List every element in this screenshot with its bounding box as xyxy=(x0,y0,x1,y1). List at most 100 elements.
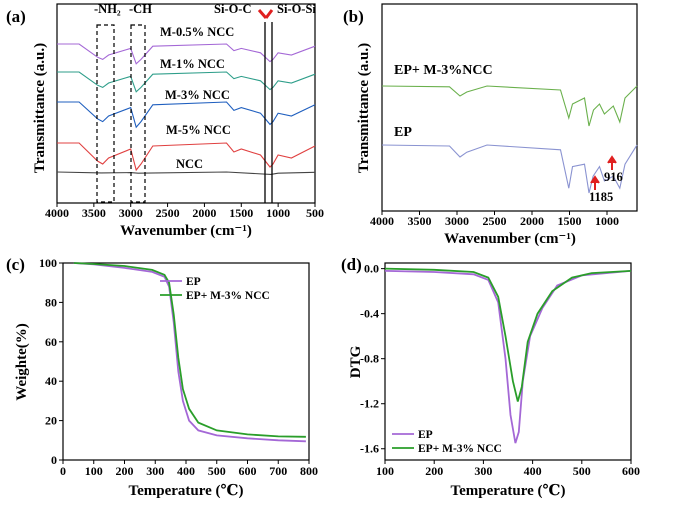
tick-label-b: 1500 xyxy=(558,214,582,228)
legend-entry: EP+ M-3% NCC xyxy=(186,290,270,302)
y-tick-label: -0.4 xyxy=(360,307,379,321)
annotation-1185: 1185 xyxy=(589,190,613,204)
series-line-c-series-0 xyxy=(73,262,306,443)
panel-a-label: (a) xyxy=(6,7,26,26)
legend-entry: EP xyxy=(418,429,433,441)
tick-label-b: 3500 xyxy=(408,214,432,228)
tick-label-a: 4000 xyxy=(45,206,69,220)
series-line-a-2 xyxy=(57,101,316,129)
series-label-b-1: EP xyxy=(394,125,412,140)
tick-label-a: 500 xyxy=(306,206,324,220)
annotation-nh2: -NH₂ xyxy=(94,2,121,16)
series-line-a-1 xyxy=(57,71,316,93)
series-line-a-0 xyxy=(57,43,316,65)
legend-entry: EP xyxy=(186,276,201,288)
series-line-b-0 xyxy=(381,85,638,127)
series-line-c-series-1 xyxy=(73,262,306,438)
series-line-d-series-1 xyxy=(384,267,632,402)
x-tick-label: 300 xyxy=(474,464,492,478)
annotation-si-o-c: Si-O-C xyxy=(214,2,252,16)
panel-b-series-labels: EP+ M-3%NCC EP xyxy=(394,63,493,140)
y-tick-label: 40 xyxy=(45,374,57,388)
tick-label-b: 1000 xyxy=(595,214,619,228)
series-line-b-1 xyxy=(381,144,638,194)
series-label-a-0: M-0.5% NCC xyxy=(160,25,234,39)
panel-d-ticks: 100 200 300 400 500 600 0.0 -0.4 -0.8 -1.2 -1.6 xyxy=(360,262,640,478)
tick-label-a: 3000 xyxy=(119,206,143,220)
panel-c-series-group xyxy=(73,262,306,443)
x-tick-label: 0 xyxy=(60,464,66,478)
panel-b: (b) 4000 3500 3000 2500 2000 1500 1000 EP+ M-3… xyxy=(343,3,638,247)
x-tick-label: 500 xyxy=(208,464,226,478)
series-line-a-3 xyxy=(57,142,316,172)
tick-label-a: 1000 xyxy=(266,206,290,220)
panel-d-series-group xyxy=(384,267,632,444)
panel-d: (d) 100 200 300 400 500 600 0.0 -0.4 -0.8 -1.2 -1.… xyxy=(341,255,640,499)
series-label-a-1: M-1% NCC xyxy=(160,57,225,71)
y-tick-label: -1.2 xyxy=(360,397,379,411)
panel-b-frame xyxy=(381,3,638,212)
x-tick-label: 200 xyxy=(425,464,443,478)
series-line-d-series-0 xyxy=(384,270,632,444)
panel-d-xlabel: Temperature (℃) xyxy=(450,483,565,499)
arrow-1185-icon xyxy=(590,175,600,190)
x-tick-label: 400 xyxy=(524,464,542,478)
tick-label-a: 3500 xyxy=(82,206,106,220)
panel-c: (c) 0 100 200 300 400 500 600 700 800 0 20 40 60 80 10… xyxy=(6,255,318,499)
tick-label-b: 3000 xyxy=(445,214,469,228)
y-tick-label: -1.6 xyxy=(360,442,379,456)
y-tick-label: 0 xyxy=(51,453,57,467)
annotation-nh2-text: -NH₂ xyxy=(94,2,121,16)
y-tick-label: 100 xyxy=(39,256,57,270)
panel-d-legend: EP EP+ M-3% NCC xyxy=(392,429,502,455)
panel-c-legend: EP EP+ M-3% NCC xyxy=(160,276,270,302)
panel-b-xlabel: Wavenumber (cm⁻¹) xyxy=(444,231,576,247)
y-tick-label: 60 xyxy=(45,335,57,349)
panel-d-ylabel: DTG xyxy=(348,345,364,378)
tick-label-b: 2500 xyxy=(483,214,507,228)
panel-a-ylabel: Transmittance (a.u.) xyxy=(32,43,48,173)
y-tick-label: 80 xyxy=(45,295,57,309)
panel-d-frame xyxy=(384,262,632,461)
y-tick-label: 20 xyxy=(45,414,57,428)
x-tick-label: 400 xyxy=(177,464,195,478)
ch-dashed-box xyxy=(130,24,146,203)
x-tick-label: 500 xyxy=(573,464,591,478)
annotation-ch: -CH xyxy=(129,2,152,16)
panel-a-frame xyxy=(56,3,316,204)
x-tick-label: 600 xyxy=(239,464,257,478)
legend-entry: EP+ M-3% NCC xyxy=(418,443,502,455)
x-tick-label: 700 xyxy=(269,464,287,478)
x-tick-label: 300 xyxy=(146,464,164,478)
panel-d-label: (d) xyxy=(341,255,362,274)
tick-label-a: 2500 xyxy=(156,206,180,220)
annotation-si-o-si: Si-O-Si xyxy=(277,2,316,16)
panel-a-xlabel: Wavenumber (cm⁻¹) xyxy=(120,223,252,239)
x-tick-label: 600 xyxy=(622,464,640,478)
series-label-a-4: NCC xyxy=(176,157,203,171)
panel-a-series-group xyxy=(56,43,316,175)
panel-b-series-group xyxy=(381,85,638,194)
panel-a: (a) 4000 3500 3000 2500 2000 1500 1000 500 -NH₂… xyxy=(6,2,324,239)
annotation-916: 916 xyxy=(604,170,623,184)
arrow-916-icon xyxy=(607,155,617,170)
tick-label-b: 4000 xyxy=(370,214,394,228)
y-tick-label: -0.8 xyxy=(360,352,379,366)
series-label-a-3: M-5% NCC xyxy=(166,123,231,137)
panel-b-ylabel: Transmittance (a.u.) xyxy=(356,43,372,173)
series-label-a-2: M-3% NCC xyxy=(165,88,230,102)
x-tick-label: 800 xyxy=(300,464,318,478)
y-tick-label: 0.0 xyxy=(364,262,379,276)
panel-a-ticks: 4000 3500 3000 2500 2000 1500 1000 500 xyxy=(45,203,324,220)
tick-label-a: 2000 xyxy=(192,206,216,220)
nh2-dashed-box xyxy=(96,24,115,203)
x-tick-label: 100 xyxy=(376,464,394,478)
panel-c-xlabel: Temperature (℃) xyxy=(128,483,243,499)
x-tick-label: 100 xyxy=(85,464,103,478)
red-arrow-icon xyxy=(257,9,274,19)
series-line-a-4 xyxy=(56,171,316,175)
x-tick-label: 200 xyxy=(116,464,134,478)
series-label-b-0: EP+ M-3%NCC xyxy=(394,63,493,78)
panel-c-ticks: 0 100 200 300 400 500 600 700 800 0 20 40 60 80 100 xyxy=(39,256,318,478)
